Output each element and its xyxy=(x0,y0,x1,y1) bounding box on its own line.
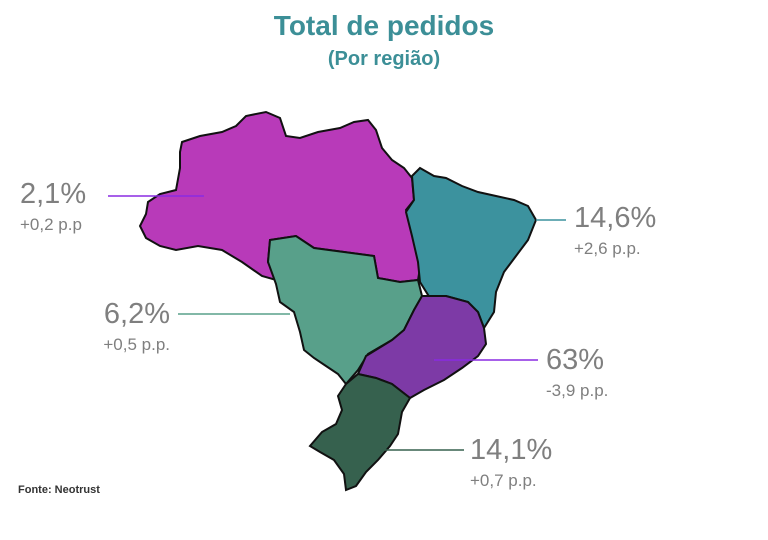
chart-subtitle: (Por região) xyxy=(327,48,441,70)
label-sul: 14,1% +0,7 p.p. xyxy=(470,434,552,492)
region-sudeste xyxy=(356,295,488,400)
change-nordeste: +2,6 p.p. xyxy=(574,239,641,258)
percent-sul: 14,1% xyxy=(470,434,553,466)
percent-centro-oeste: 6,2% xyxy=(103,298,170,330)
label-centro-oeste: 6,2% +0,5 p.p. xyxy=(60,298,170,356)
change-sul: +0,7 p.p. xyxy=(470,471,537,490)
region-nordeste xyxy=(404,166,538,331)
percent-nordeste: 14,6% xyxy=(574,202,657,234)
percent-sudeste: 63% xyxy=(546,344,605,376)
change-norte: +0,2 p.p xyxy=(20,215,82,234)
chart-title: Total de pedidos xyxy=(273,10,495,41)
change-centro-oeste: +0,5 p.p. xyxy=(103,335,170,354)
change-sudeste: -3,9 p.p. xyxy=(546,381,609,400)
region-sul xyxy=(308,372,412,492)
label-sudeste: 63% -3,9 p.p. xyxy=(546,344,608,402)
label-nordeste: 14,6% +2,6 p.p. xyxy=(574,202,656,260)
percent-norte: 2,1% xyxy=(20,178,87,210)
source-note: Fonte: Neotrust xyxy=(18,484,100,496)
label-norte: 2,1% +0,2 p.p xyxy=(20,178,86,236)
